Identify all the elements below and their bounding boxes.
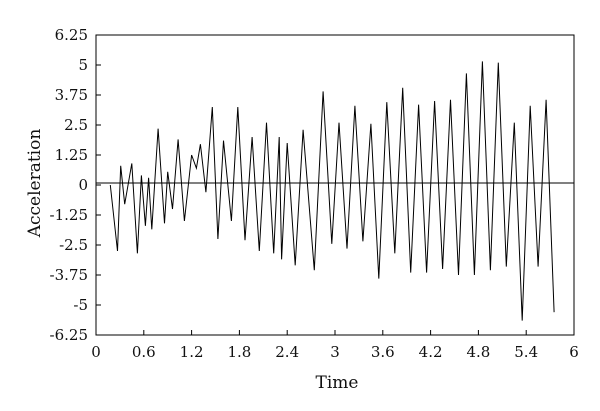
x-axis: 0 0.6 1.2 1.8 2.4 3 3.6 4.2 4.8 5.4 6: [91, 330, 579, 361]
y-tick-label: 1.25: [55, 146, 88, 164]
x-tick-label: 4.8: [466, 343, 490, 361]
x-tick-label: 0.6: [132, 343, 156, 361]
y-tick-label: 3.75: [55, 86, 88, 104]
acceleration-series-line: [109, 61, 555, 321]
y-axis: 6.25 5 3.75 2.5 1.25 0 -1.25 -2.5 -3.75 -5 -6.25: [50, 26, 101, 344]
y-tick-label: 5: [78, 56, 88, 74]
y-axis-label: Acceleration: [25, 129, 45, 239]
x-tick-label: 1.2: [180, 343, 204, 361]
y-tick-label: 6.25: [55, 26, 88, 44]
x-tick-label: 3.6: [371, 343, 395, 361]
x-tick-label: 5.4: [514, 343, 538, 361]
x-tick-label: 3: [330, 343, 340, 361]
x-tick-label: 0: [91, 343, 101, 361]
y-tick-label: -3.75: [50, 266, 88, 284]
y-tick-label: 2.5: [64, 116, 88, 134]
x-tick-label: 1.8: [227, 343, 251, 361]
x-tick-label: 4.2: [419, 343, 443, 361]
y-tick-label: -1.25: [50, 206, 88, 224]
y-tick-label: -5: [73, 296, 88, 314]
x-axis-label: Time: [316, 373, 359, 393]
x-tick-label: 6: [569, 343, 579, 361]
y-tick-label: -2.5: [59, 236, 88, 254]
x-tick-label: 2.4: [275, 343, 299, 361]
y-tick-label: 0: [78, 176, 88, 194]
y-tick-label: -6.25: [50, 326, 88, 344]
